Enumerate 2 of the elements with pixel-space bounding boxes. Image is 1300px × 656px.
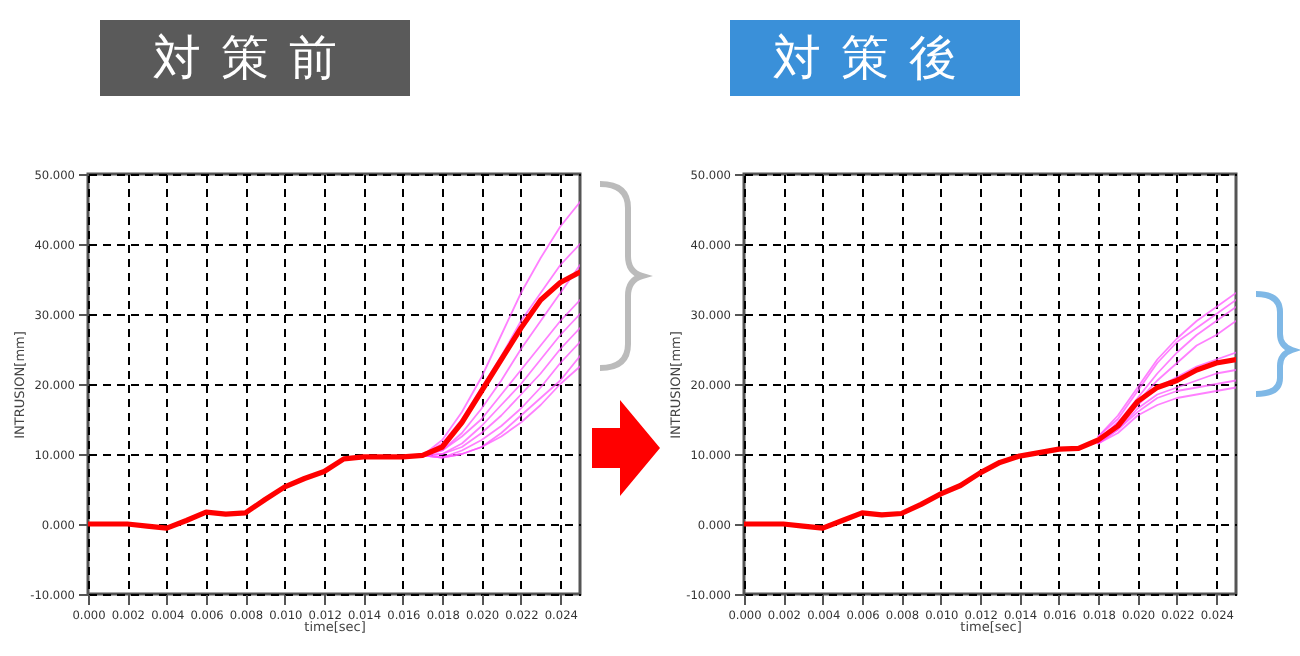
chart-title: 対策前	[100, 20, 410, 96]
chart-title: 対策後	[730, 20, 1020, 96]
